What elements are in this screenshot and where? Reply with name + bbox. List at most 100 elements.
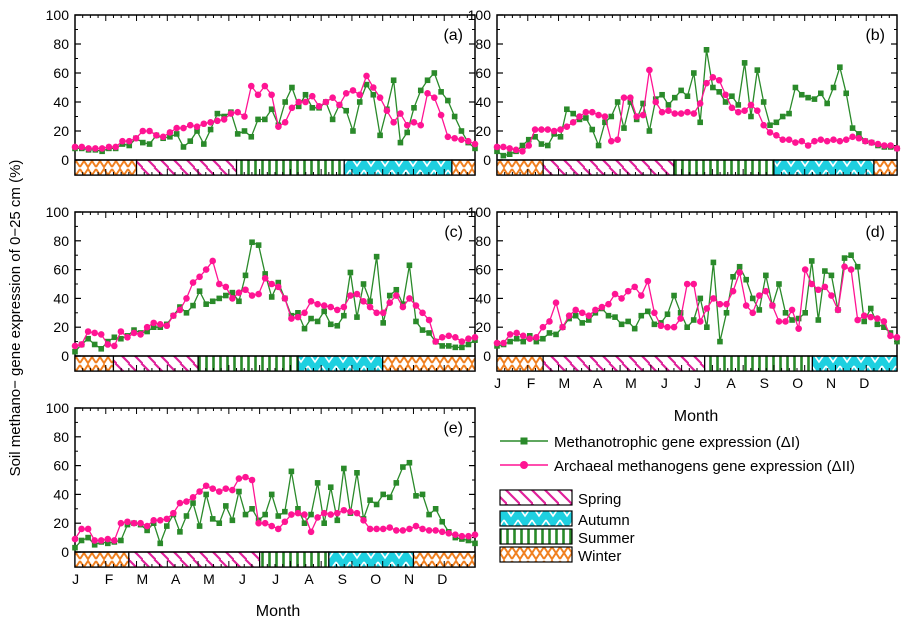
data-point-methanotrophic: [183, 513, 190, 519]
data-point-methanotrophic: [354, 314, 360, 320]
data-point-methanotrophic: [241, 128, 248, 134]
data-point-methanotrophic: [380, 320, 386, 326]
y-tick-label: 0: [61, 348, 69, 364]
data-point-methanotrophic: [856, 131, 862, 137]
data-point-archaeal: [792, 139, 799, 146]
data-point-methanotrophic: [691, 70, 697, 76]
data-point-archaeal: [657, 322, 665, 330]
data-point-archaeal: [105, 143, 113, 151]
data-point-archaeal: [111, 342, 118, 350]
data-point-methanotrophic: [406, 459, 413, 466]
data-point-methanotrophic: [671, 292, 677, 299]
month-tick-label: D: [437, 571, 447, 587]
data-point-archaeal: [163, 515, 171, 523]
data-point-methanotrophic: [723, 310, 730, 316]
data-point-archaeal: [340, 506, 348, 514]
data-point-archaeal: [329, 94, 336, 101]
season-band-winter: [873, 159, 898, 176]
data-point-methanotrophic: [229, 517, 236, 524]
data-point-methanotrophic: [413, 318, 419, 325]
data-point-methanotrophic: [472, 145, 478, 152]
x-axis-label-bottom: Month: [256, 603, 300, 620]
data-point-methanotrophic: [546, 330, 553, 336]
data-point-methanotrophic: [621, 125, 627, 131]
legend-autumn-swatch: [499, 510, 573, 527]
data-point-methanotrophic: [85, 534, 91, 541]
data-point-archaeal: [314, 300, 321, 308]
data-point-archaeal: [308, 92, 316, 100]
season-band-spring: [112, 355, 199, 372]
data-point-methanotrophic: [275, 279, 282, 286]
month-tick-label: J: [494, 375, 501, 391]
data-point-archaeal: [670, 323, 678, 331]
data-point-archaeal: [215, 280, 223, 288]
data-point-archaeal: [399, 527, 407, 534]
data-point-archaeal: [665, 107, 672, 114]
data-point-archaeal: [261, 519, 269, 527]
data-point-archaeal: [815, 286, 822, 294]
data-point-archaeal: [788, 306, 796, 314]
data-point-archaeal: [769, 302, 776, 309]
data-point-archaeal: [595, 111, 602, 119]
season-band-winter: [74, 355, 115, 372]
data-point-archaeal: [588, 108, 596, 116]
data-point-archaeal: [301, 309, 308, 317]
data-point-methanotrophic: [710, 84, 716, 91]
data-point-archaeal: [677, 110, 685, 117]
data-point-methanotrophic: [327, 484, 334, 490]
data-point-methanotrophic: [321, 520, 327, 526]
data-point-archaeal: [255, 519, 262, 527]
data-point-archaeal: [150, 319, 157, 327]
data-point-methanotrophic: [506, 151, 513, 157]
data-point-archaeal: [830, 136, 837, 143]
data-point-methanotrophic: [458, 128, 465, 134]
data-point-archaeal: [749, 309, 757, 317]
data-point-archaeal: [601, 113, 609, 120]
data-point-methanotrophic: [697, 119, 703, 126]
data-point-methanotrophic: [234, 131, 241, 137]
data-point-archaeal: [425, 527, 433, 534]
data-point-methanotrophic: [406, 262, 413, 269]
data-point-methanotrophic: [439, 518, 446, 525]
data-point-archaeal: [307, 297, 315, 305]
month-tick-label: M: [625, 375, 637, 391]
data-point-archaeal: [722, 91, 729, 99]
data-point-archaeal: [379, 525, 387, 533]
data-point-archaeal: [353, 509, 361, 517]
data-point-methanotrophic: [533, 338, 540, 345]
data-point-methanotrophic: [118, 335, 124, 342]
data-point-archaeal: [425, 316, 433, 324]
data-point-archaeal: [333, 509, 341, 517]
data-point-methanotrophic: [390, 77, 397, 84]
data-point-methanotrophic: [579, 320, 586, 326]
data-point-methanotrophic: [773, 119, 780, 126]
data-point-methanotrophic: [595, 142, 602, 149]
data-point-archaeal: [314, 514, 321, 521]
y-tick-label: 80: [53, 36, 69, 52]
data-point-archaeal: [235, 289, 243, 296]
data-point-archaeal: [644, 277, 652, 285]
data-point-archaeal: [97, 331, 105, 338]
data-point-archaeal: [893, 145, 901, 152]
data-point-methanotrophic: [861, 318, 868, 325]
data-point-methanotrophic: [646, 128, 653, 134]
data-point-archaeal: [366, 525, 374, 533]
data-point-archaeal: [268, 91, 275, 99]
data-point-methanotrophic: [397, 139, 404, 146]
data-point-archaeal: [84, 525, 92, 533]
month-tick-label: F: [105, 571, 114, 587]
series-line-methanotrophic: [74, 461, 476, 549]
data-point-methanotrophic: [808, 258, 815, 264]
data-point-archaeal: [607, 137, 615, 145]
data-point-archaeal: [234, 108, 242, 116]
month-tick-label: N: [404, 571, 414, 587]
data-point-archaeal: [71, 143, 79, 151]
legend-methanotrophic-label: Methanotrophic gene expression (ΔI): [554, 434, 800, 451]
data-point-archaeal: [98, 145, 106, 152]
data-point-archaeal: [500, 143, 507, 151]
data-point-archaeal: [867, 313, 875, 321]
data-point-archaeal: [465, 335, 472, 343]
panel-b: 0 20 40 60 80 100 (b): [468, 7, 901, 176]
data-point-methanotrophic: [190, 302, 196, 309]
